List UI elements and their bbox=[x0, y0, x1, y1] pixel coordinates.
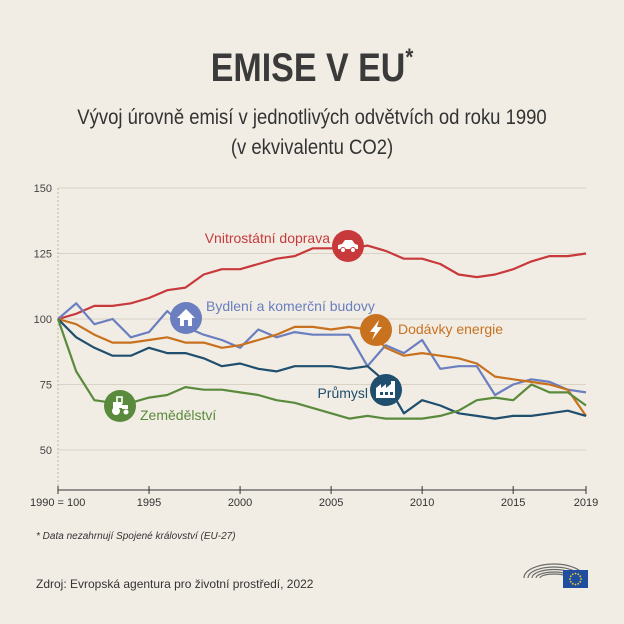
eu-star bbox=[569, 580, 572, 583]
source-note: Zdroj: Evropská agentura pro životní pro… bbox=[36, 577, 314, 591]
factory-icon bbox=[370, 374, 402, 406]
x-tick-label: 2010 bbox=[410, 497, 434, 509]
y-tick-label: 75 bbox=[40, 380, 52, 392]
series-lines bbox=[56, 244, 587, 420]
series-label-house: Bydlení a komerční budovy bbox=[206, 298, 375, 314]
eu-star bbox=[577, 582, 580, 585]
eu-star bbox=[569, 578, 571, 580]
y-tick-label: 125 bbox=[34, 249, 52, 261]
series-line-tractor bbox=[56, 318, 587, 420]
eu-star bbox=[579, 580, 582, 583]
series-line-factory bbox=[57, 318, 587, 420]
eu-star bbox=[569, 575, 572, 578]
chart-title-text: EMISE V EU bbox=[210, 46, 406, 90]
eu-star bbox=[579, 575, 582, 578]
european-parliament-logo bbox=[523, 563, 588, 588]
series-line-car bbox=[57, 244, 587, 321]
x-tick-label: 2005 bbox=[319, 497, 343, 509]
chart-subtitle-line1: Vývoj úrovně emisí v jednotlivých odvětv… bbox=[77, 106, 547, 129]
house-icon bbox=[170, 302, 202, 334]
footnote: * Data nezahrnují Spojené království (EU… bbox=[36, 531, 236, 542]
tractor-icon bbox=[104, 390, 136, 422]
chart-subtitle-line2: (v ekvivalentu CO2) bbox=[230, 136, 394, 159]
series-labels: Vnitrostátní doprava Bydlení a komerční b… bbox=[104, 230, 503, 423]
series-label-lightning: Dodávky energie bbox=[398, 321, 503, 337]
series-line-lightning bbox=[57, 317, 587, 417]
series-label-car: Vnitrostátní doprava bbox=[205, 230, 331, 246]
series-label-tractor: Zemědělství bbox=[140, 407, 216, 423]
eu-star bbox=[574, 583, 577, 586]
x-tick-label: 2000 bbox=[228, 497, 252, 509]
title-asterisk: * bbox=[405, 44, 414, 71]
x-tick-label: 2019 bbox=[574, 497, 598, 509]
series-label-factory: Průmysl bbox=[317, 385, 368, 401]
series-line-house bbox=[57, 302, 587, 397]
x-tick-label: 1995 bbox=[137, 497, 161, 509]
x-tick-label: 2015 bbox=[501, 497, 525, 509]
eu-flag-icon bbox=[563, 570, 588, 588]
eu-star bbox=[571, 582, 574, 585]
x-axis: 1990 = 100 1995 2000 2005 2010 2015 2019 bbox=[30, 486, 598, 509]
eu-star bbox=[577, 573, 580, 576]
x-tick-label: 1990 = 100 bbox=[30, 497, 85, 509]
eu-star bbox=[571, 573, 574, 576]
grid-lines bbox=[58, 187, 586, 451]
eu-stars bbox=[569, 572, 582, 586]
car-icon bbox=[332, 230, 364, 262]
lightning-icon bbox=[360, 314, 392, 346]
eu-star bbox=[580, 578, 582, 580]
y-tick-label: 50 bbox=[40, 445, 52, 457]
y-axis: 50 75 100 125 150 bbox=[34, 183, 59, 490]
y-tick-label: 100 bbox=[34, 314, 52, 326]
y-tick-label: 150 bbox=[34, 183, 52, 195]
eu-star bbox=[574, 572, 577, 575]
chart-title: EMISE V EU* bbox=[47, 44, 577, 91]
